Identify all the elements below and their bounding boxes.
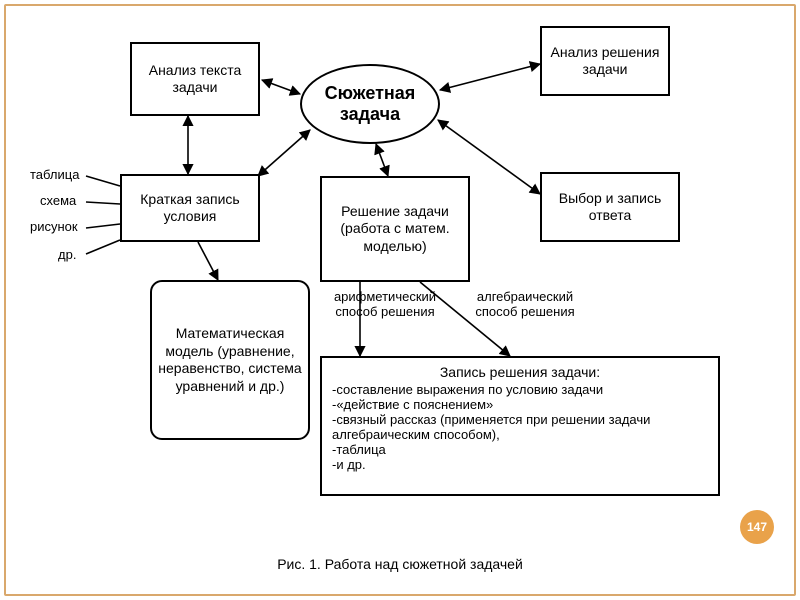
page-number-badge: 147	[740, 510, 774, 544]
node-center-text: Сюжетная задача	[310, 83, 430, 124]
solution-record-item: -«действие с пояснением»	[332, 397, 708, 412]
node-solution-record: Запись решения задачи: -составление выра…	[320, 356, 720, 496]
side-label-other: др.	[58, 248, 76, 263]
side-label-table: таблица	[30, 168, 79, 183]
node-solve: Решение задачи (работа с матем. моделью)	[320, 176, 470, 282]
mid-label-algebra: алгебраический способ решения	[460, 290, 590, 320]
solution-record-items: -составление выражения по условию задачи…	[332, 382, 708, 472]
solution-record-title: Запись решения задачи:	[332, 364, 708, 380]
node-short-record: Краткая запись условия	[120, 174, 260, 242]
figure-caption: Рис. 1. Работа над сюжетной задачей	[0, 556, 800, 572]
node-center: Сюжетная задача	[300, 64, 440, 144]
solution-record-item: -связный рассказ (применяется при решени…	[332, 412, 708, 442]
node-analysis-text: Анализ текста задачи	[130, 42, 260, 116]
side-label-drawing: рисунок	[30, 220, 78, 235]
mid-label-arith: арифметический способ решения	[320, 290, 450, 320]
solution-record-item: -составление выражения по условию задачи	[332, 382, 708, 397]
node-math-model: Математическая модель (уравнение, нераве…	[150, 280, 310, 440]
node-analysis-solution: Анализ решения задачи	[540, 26, 670, 96]
solution-record-item: -и др.	[332, 457, 708, 472]
side-label-scheme: схема	[40, 194, 76, 209]
solution-record-item: -таблица	[332, 442, 708, 457]
node-choose-answer: Выбор и запись ответа	[540, 172, 680, 242]
